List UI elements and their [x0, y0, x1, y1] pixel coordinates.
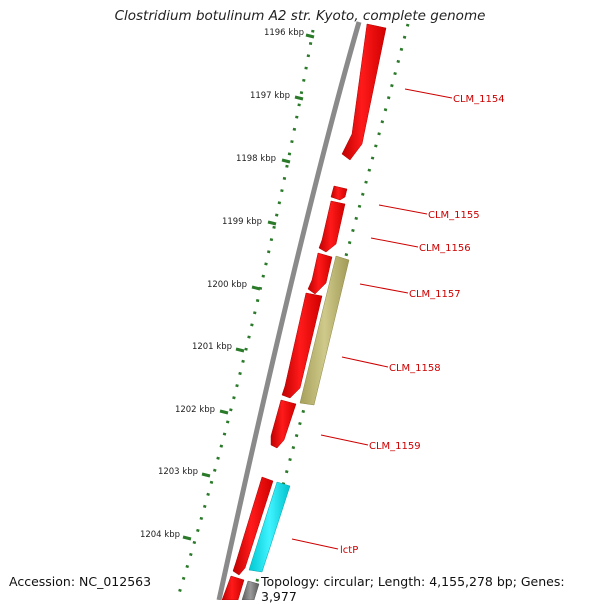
leader-clm-1157 [359, 283, 409, 294]
gene-label-clm-1156[interactable]: CLM_1156 [419, 243, 471, 254]
gene-clm-1156-arrow[interactable] [318, 200, 346, 253]
map-title: Clostridium botulinum A2 str. Kyoto, com… [114, 8, 486, 24]
gene-clm-1158-arrow[interactable] [281, 292, 323, 399]
gene-clm-1157-arrow[interactable] [307, 252, 333, 295]
scale-label-1199: 1199 kbp [222, 217, 262, 227]
scale-tick-1201 [235, 347, 245, 353]
scale-label-1202: 1202 kbp [175, 405, 215, 415]
gene-bottom-gray-arrow[interactable] [241, 580, 260, 600]
scale-tick-1203 [201, 472, 211, 478]
backbone-ring [216, 21, 362, 600]
leader-clm-1159 [320, 434, 369, 446]
scale-tick-1204 [182, 535, 192, 541]
scale-label-1197: 1197 kbp [250, 91, 290, 101]
gene-label-clm-1155[interactable]: CLM_1155 [428, 210, 480, 221]
topology-text: Topology: circular; Length: 4,155,278 bp… [260, 574, 600, 604]
gene-clm-1159-arrow[interactable] [270, 399, 297, 449]
gene-label-clm-1154[interactable]: CLM_1154 [453, 94, 505, 105]
gene-label-lctp[interactable]: lctP [340, 545, 358, 556]
scale-label-1196: 1196 kbp [264, 28, 304, 38]
scale-tick-1200 [251, 285, 261, 291]
scale-label-1201: 1201 kbp [192, 342, 232, 352]
scale-tick-1198 [281, 158, 291, 164]
gene-lower-red-arrow[interactable] [232, 476, 274, 576]
scale-label-1198: 1198 kbp [236, 154, 276, 164]
gene-clm-1155-arrow[interactable] [330, 185, 348, 201]
gene-label-clm-1158[interactable]: CLM_1158 [389, 363, 441, 374]
gene-lctp-arrow[interactable] [248, 481, 291, 573]
leader-lctp [291, 538, 339, 550]
gene-clm-1157-olive-bar[interactable] [299, 255, 350, 406]
leader-clm-1155 [378, 204, 428, 215]
leader-clm-1156 [370, 237, 419, 248]
scale-label-1204: 1204 kbp [140, 530, 180, 540]
accession-text: Accession: NC_012563 [9, 574, 152, 589]
leader-clm-1154 [404, 88, 453, 99]
scale-tick-1202 [219, 409, 229, 415]
gene-label-clm-1157[interactable]: CLM_1157 [409, 289, 461, 300]
leader-clm-1158 [341, 356, 389, 368]
scale-label-1203: 1203 kbp [158, 467, 198, 477]
gene-clm-1154-arrow[interactable] [341, 23, 387, 161]
scale-tick-1196 [305, 33, 315, 39]
gene-bottom-red-arrow[interactable] [221, 575, 245, 600]
gene-label-clm-1159[interactable]: CLM_1159 [369, 441, 421, 452]
scale-tick-1199 [267, 220, 277, 226]
scale-ring [175, 29, 315, 600]
scale-tick-1197 [294, 95, 304, 101]
scale-label-1200: 1200 kbp [207, 280, 247, 290]
